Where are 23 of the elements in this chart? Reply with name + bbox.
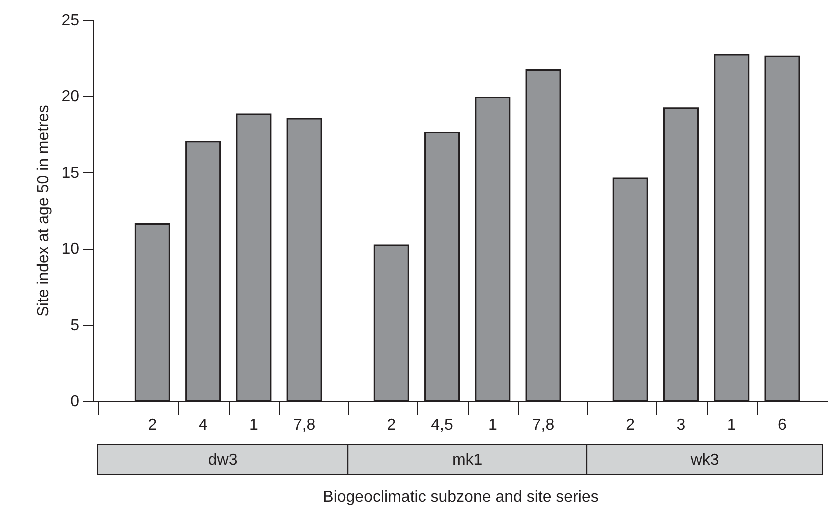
y-tick-label: 5 (70, 317, 80, 334)
x-tick-label: 4,5 (431, 417, 454, 434)
y-tick-label: 10 (62, 241, 80, 258)
y-tick-label: 25 (62, 12, 80, 30)
y-tick-label: 0 (70, 394, 80, 410)
text: mk1 (452, 452, 483, 469)
text: wk3 (690, 452, 720, 469)
y-tick-label: 15 (62, 164, 80, 182)
y-axis-title: Site index at age 50 in metres (36, 105, 53, 317)
x-tick-label: 7,8 (293, 417, 316, 434)
x-tick-label: 3 (676, 417, 686, 434)
x-tick-label: 6 (778, 417, 788, 434)
x-tick-label: 7,8 (532, 417, 555, 434)
x-tick-label: 1 (727, 417, 736, 434)
x-tick-label: 2 (387, 417, 396, 434)
x-tick-label: 2 (148, 417, 158, 434)
y-tick-label: 20 (62, 88, 80, 106)
x-tick-label: 2 (626, 417, 636, 434)
x-tick-label: 1 (249, 417, 258, 434)
x-tick-label: 1 (488, 417, 498, 434)
x-axis-title: Biogeoclimatic subzone and site series (323, 489, 599, 506)
text: dw3 (208, 452, 238, 469)
x-tick-label: 4 (198, 417, 208, 434)
